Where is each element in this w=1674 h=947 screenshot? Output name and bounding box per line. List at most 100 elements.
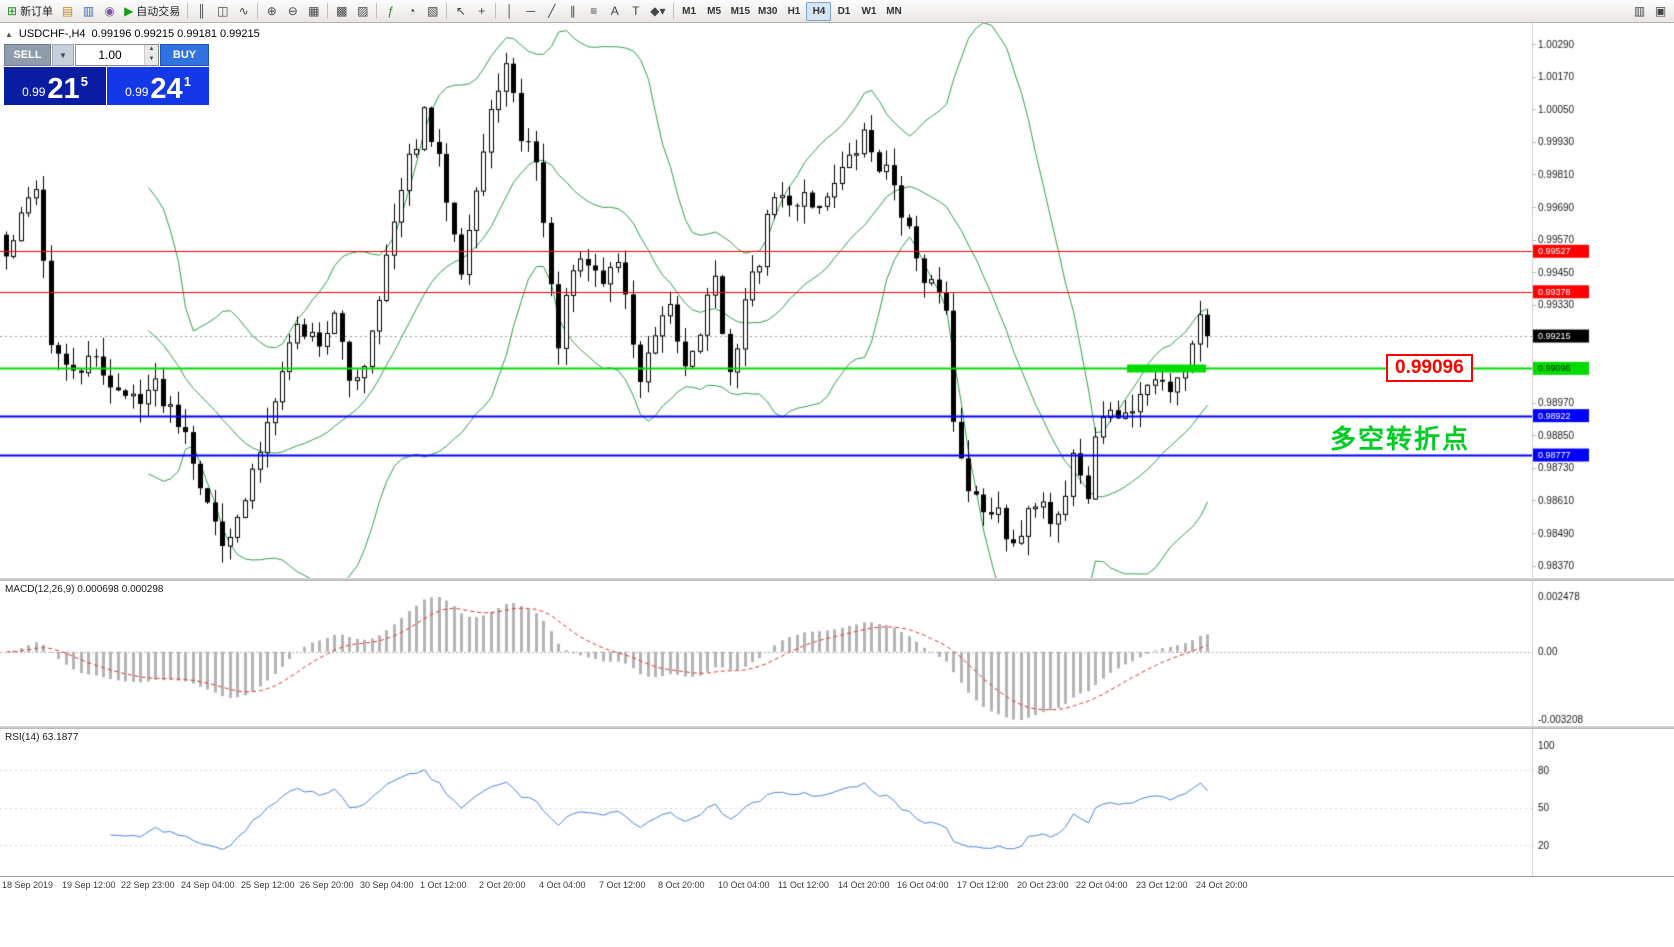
candlestick-chart-type-button[interactable]: ◫ (217, 4, 229, 18)
channel-button[interactable]: ∥ (569, 4, 576, 18)
time-axis-label: 8 Oct 20:00 (658, 880, 705, 890)
data-window-icon[interactable]: ▥ (82, 4, 95, 18)
volume-dropdown-button[interactable]: ▼ (52, 44, 74, 66)
main-toolbar: ⊞ 新订单 ▤ ▥ ◉ ▶ 自动交易 ║ ◫ ∿ ⊕ ⊖ ▦ ▩ ▨ ƒ ◔ ▧ ↖ + │ ─ ╱ ∥ ≡ A T ◆▾ M1 M5 M1… (0, 0, 1674, 23)
buy-price-sup: 1 (183, 74, 191, 89)
timeframe-mn-button[interactable]: MN (886, 5, 902, 17)
timeframe-m5-button[interactable]: M5 (707, 5, 722, 17)
toolbar-separator (446, 3, 448, 19)
one-click-trade-panel: SELL ▼ ▲ ▼ BUY 0.99 21 5 0.99 24 1 (4, 44, 209, 105)
crosshair-button[interactable]: + (478, 4, 486, 18)
print-preview-button[interactable]: ▥ (1633, 4, 1646, 18)
sell-price-sup: 5 (80, 74, 88, 89)
toolbar-separator (327, 3, 329, 19)
arrange-windows-button[interactable]: ▨ (357, 4, 369, 18)
time-axis-label: 22 Oct 04:00 (1076, 880, 1128, 890)
macd-canvas[interactable] (0, 581, 1674, 726)
market-watch-icon[interactable]: ▤ (61, 4, 74, 18)
sell-price-big: 21 (47, 73, 80, 105)
time-axis-label: 19 Sep 12:00 (62, 880, 116, 890)
time-axis-label: 17 Oct 12:00 (957, 880, 1009, 890)
chart-ohlc-info: ▲ USDCHF-,H4 0.99196 0.99215 0.99181 0.9… (5, 28, 260, 40)
time-axis-label: 1 Oct 12:00 (420, 880, 467, 890)
navigator-icon[interactable]: ◉ (104, 4, 115, 18)
trendline-button[interactable]: ╱ (548, 4, 556, 18)
buy-price-big: 24 (150, 73, 183, 105)
cascade-windows-button[interactable]: ▩ (336, 4, 348, 18)
horizontal-line-button[interactable]: ─ (526, 4, 536, 18)
timeframe-h4-button[interactable]: H4 (806, 1, 832, 21)
one-click-panel-toggle-icon[interactable]: ▲ (5, 29, 13, 39)
timeframe-d1-button[interactable]: D1 (837, 5, 851, 17)
templates-button[interactable]: ▧ (427, 4, 439, 18)
sell-button[interactable]: SELL (4, 44, 51, 66)
symbol-name: USDCHF-,H4 (18, 28, 86, 40)
ohlc-values: 0.99196 0.99215 0.99181 0.99215 (91, 28, 260, 40)
time-axis-label: 14 Oct 20:00 (838, 880, 890, 890)
time-axis-label: 4 Oct 04:00 (539, 880, 586, 890)
time-axis-label: 11 Oct 12:00 (778, 880, 829, 890)
toolbar-separator (495, 3, 497, 19)
time-axis-label: 26 Sep 20:00 (300, 880, 354, 890)
volume-input[interactable] (76, 45, 144, 65)
time-axis-label: 25 Sep 12:00 (241, 880, 295, 890)
volume-decrease-button[interactable]: ▼ (145, 55, 158, 65)
buy-price-display[interactable]: 0.99 24 1 (107, 67, 209, 105)
autotrading-button[interactable]: ▶ 自动交易 (124, 4, 181, 18)
sell-price-display[interactable]: 0.99 21 5 (4, 67, 106, 105)
panel-separator[interactable] (0, 578, 1674, 581)
zoom-in-button[interactable]: ⊕ (266, 4, 277, 18)
time-axis-label: 23 Oct 12:00 (1136, 880, 1188, 890)
periods-button[interactable]: ◔ (408, 4, 416, 18)
fullscreen-button[interactable]: ▣ (1654, 4, 1667, 18)
fibonacci-button[interactable]: ≡ (590, 4, 598, 18)
rsi-label: RSI(14) 63.1877 (5, 732, 79, 743)
indicators-button[interactable]: ƒ (387, 4, 395, 18)
timeframe-m1-button[interactable]: M1 (682, 5, 697, 17)
text-label-button[interactable]: T (632, 4, 640, 18)
timeframe-w1-button[interactable]: W1 (861, 5, 877, 17)
text-button[interactable]: A (610, 4, 619, 18)
cursor-button[interactable]: ↖ (455, 4, 466, 18)
turning-point-label[interactable]: 多空转折点 (1330, 423, 1471, 454)
bar-chart-type-button[interactable]: ║ (197, 4, 207, 18)
toolbar-separator (187, 3, 189, 19)
line-chart-type-button[interactable]: ∿ (238, 4, 249, 18)
toolbar-separator (257, 3, 259, 19)
volume-box: ▲ ▼ (75, 44, 159, 66)
macd-label: MACD(12,26,9) 0.000698 0.000298 (5, 584, 164, 595)
time-axis-label: 22 Sep 23:00 (121, 880, 175, 890)
time-axis-label: 18 Sep 2019 (2, 880, 54, 890)
chart-window: ▲ USDCHF-,H4 0.99196 0.99215 0.99181 0.9… (0, 23, 1674, 578)
time-axis-label: 7 Oct 12:00 (599, 880, 646, 890)
sell-price-base: 0.99 (22, 85, 46, 99)
time-axis-label: 16 Oct 04:00 (897, 880, 949, 890)
new-order-button[interactable]: ⊞ 新订单 (7, 4, 54, 18)
main-chart-canvas[interactable] (0, 23, 1674, 578)
panel-separator[interactable] (0, 726, 1674, 729)
tile-windows-button[interactable]: ▦ (308, 4, 320, 18)
shapes-dropdown-button[interactable]: ◆▾ (650, 4, 666, 18)
time-axis-label: 10 Oct 04:00 (718, 880, 770, 890)
time-axis-label: 20 Oct 23:00 (1017, 880, 1069, 890)
toolbar-separator (672, 3, 674, 19)
vertical-line-button[interactable]: │ (506, 4, 514, 18)
rsi-canvas[interactable] (0, 729, 1674, 876)
time-axis-label: 30 Sep 04:00 (360, 880, 414, 890)
bottom-spacer (0, 893, 1674, 947)
price-level-label[interactable]: 0.99096 (1386, 354, 1473, 383)
toolbar-separator (376, 3, 378, 19)
timeframe-m15-button[interactable]: M15 (730, 5, 751, 17)
zoom-out-button[interactable]: ⊖ (287, 4, 298, 18)
time-axis[interactable]: 18 Sep 2019 19 Sep 12:00 22 Sep 23:00 24 Se… (0, 876, 1674, 893)
rsi-panel: RSI(14) 63.1877 (0, 729, 1674, 876)
time-axis-label: 24 Oct 20:00 (1196, 880, 1248, 890)
timeframe-h1-button[interactable]: H1 (787, 5, 801, 17)
macd-panel: MACD(12,26,9) 0.000698 0.000298 (0, 581, 1674, 726)
timeframe-m30-button[interactable]: M30 (758, 5, 778, 17)
buy-button[interactable]: BUY (160, 44, 209, 66)
volume-increase-button[interactable]: ▲ (145, 45, 158, 55)
time-axis-label: 24 Sep 04:00 (181, 880, 235, 890)
buy-price-base: 0.99 (125, 85, 149, 99)
time-axis-label: 2 Oct 20:00 (479, 880, 526, 890)
